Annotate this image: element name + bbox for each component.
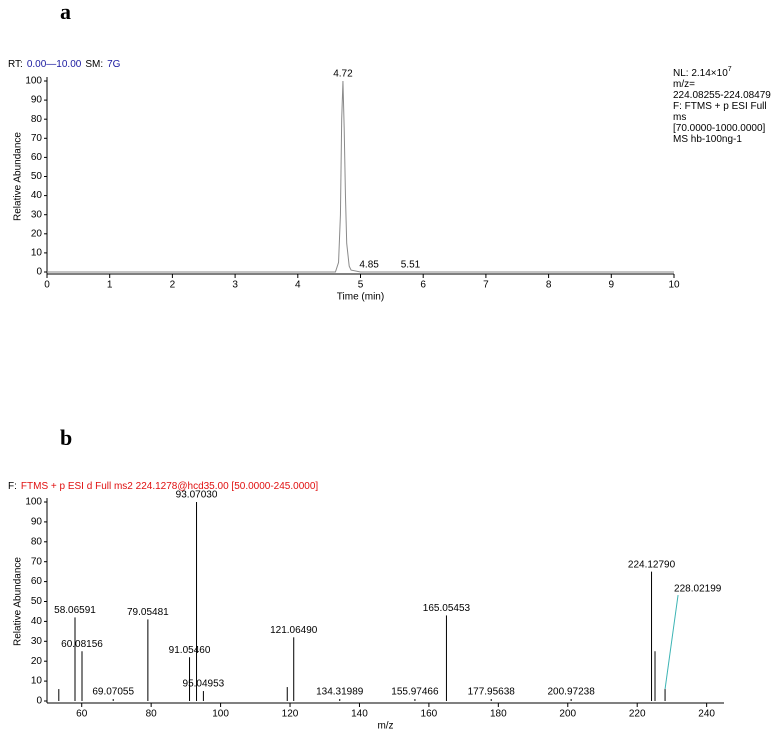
y-tick-label: 100 (25, 76, 42, 87)
x-tick-label: 100 (212, 709, 229, 720)
panel-header: RT: 0.00—10.00 SM: 7G (8, 59, 121, 70)
peak-label: 121.06490 (270, 625, 318, 636)
y-tick-label: 30 (31, 209, 43, 220)
info-text: [70.0000-1000.0000] (673, 123, 766, 134)
y-tick-label: 0 (36, 267, 42, 278)
info-line: F: FTMS + p ESI Full (673, 101, 767, 112)
x-tick-label: 80 (146, 709, 158, 720)
y-tick-label: 70 (31, 133, 43, 144)
y-axis-label: Relative Abundance (13, 557, 24, 646)
x-tick-label: 4 (295, 280, 301, 291)
x-tick-label: 200 (559, 709, 576, 720)
x-tick-label: 0 (44, 280, 50, 291)
x-tick-label: 140 (351, 709, 368, 720)
x-tick-label: 240 (698, 709, 715, 720)
header-part: RT: (8, 59, 23, 70)
x-tick-label: 9 (609, 280, 615, 291)
y-tick-label: 30 (31, 636, 43, 647)
y-tick-label: 100 (25, 497, 42, 508)
y-tick-label: 60 (31, 576, 43, 587)
peak-label: 224.12790 (628, 559, 676, 570)
panel-header: F: FTMS + p ESI d Full ms2 224.1278@hcd35… (8, 481, 318, 492)
x-tick-label: 220 (629, 709, 646, 720)
peak-label: 69.07055 (92, 687, 134, 698)
header-part: FTMS + p ESI d Full ms2 224.1278@hcd35.0… (21, 481, 319, 492)
peak-label: 91.05460 (169, 645, 211, 656)
y-tick-label: 20 (31, 656, 43, 667)
x-tick-label: 10 (668, 280, 680, 291)
y-tick-label: 40 (31, 190, 43, 201)
info-text: ms (673, 112, 686, 123)
peak-label: 93.07030 (176, 490, 218, 501)
y-tick-label: 70 (31, 556, 43, 567)
y-tick-label: 90 (31, 517, 43, 528)
y-tick-label: 90 (31, 95, 43, 106)
x-tick-label: 180 (490, 709, 507, 720)
y-tick-label: 20 (31, 228, 43, 239)
peak-label: 79.05481 (127, 607, 169, 618)
trace (47, 80, 674, 273)
info-line: NL: 2.14×107 (673, 66, 732, 79)
panel-letter: b (60, 425, 72, 450)
info-text: F: FTMS + p ESI Full (673, 101, 767, 112)
y-tick-label: 10 (31, 248, 43, 259)
info-line: [70.0000-1000.0000] (673, 123, 766, 134)
peak-label: 228.02199 (674, 584, 722, 595)
peak-label: 5.51 (401, 260, 421, 271)
x-tick-label: 1 (107, 280, 113, 291)
info-text: NL: 2.14×10 (673, 68, 728, 79)
panel-letter: a (60, 0, 71, 24)
x-tick-label: 5 (358, 280, 364, 291)
info-text: m/z= (673, 79, 695, 90)
x-tick-label: 120 (282, 709, 299, 720)
y-tick-label: 0 (36, 696, 42, 707)
peak-label: 58.06591 (54, 605, 96, 616)
peak-label: 134.31989 (316, 687, 364, 698)
y-tick-label: 80 (31, 114, 43, 125)
peak-label: 177.95638 (468, 687, 516, 698)
peak-label: 60.08156 (61, 639, 103, 650)
header-part: 7G (107, 59, 121, 70)
info-line: MS hb-100ng-1 (673, 134, 742, 145)
header-part: F: (8, 481, 17, 492)
y-tick-label: 50 (31, 171, 43, 182)
x-tick-label: 2 (170, 280, 176, 291)
x-tick-label: 160 (421, 709, 438, 720)
y-axis-label: Relative Abundance (13, 132, 24, 221)
header-part: SM: (85, 59, 103, 70)
peak-label: 200.97238 (548, 687, 596, 698)
x-tick-label: 3 (232, 280, 238, 291)
leader-line (664, 594, 679, 690)
y-tick-label: 60 (31, 152, 43, 163)
peak-label: 95.04953 (183, 679, 225, 690)
info-line: 224.08255-224.08479 (673, 90, 771, 101)
y-tick-label: 50 (31, 596, 43, 607)
peak-label: 155.97466 (391, 687, 439, 698)
x-axis-label: m/z (377, 721, 393, 732)
info-line: m/z= (673, 79, 695, 90)
info-text: 224.08255-224.08479 (673, 90, 771, 101)
x-tick-label: 60 (76, 709, 88, 720)
x-axis-label: Time (min) (337, 292, 384, 303)
info-exponent: 7 (728, 66, 732, 73)
peak-label: 165.05453 (423, 603, 471, 614)
info-line: ms (673, 112, 686, 123)
y-tick-label: 10 (31, 676, 43, 687)
y-tick-label: 40 (31, 616, 43, 627)
x-tick-label: 8 (546, 280, 552, 291)
peak-label: 4.72 (333, 69, 353, 80)
x-tick-label: 7 (483, 280, 489, 291)
header-part: 0.00—10.00 (27, 59, 82, 70)
info-text: MS hb-100ng-1 (673, 134, 742, 145)
x-tick-label: 6 (420, 280, 426, 291)
peak-label: 4.85 (359, 260, 379, 271)
y-tick-label: 80 (31, 536, 43, 547)
